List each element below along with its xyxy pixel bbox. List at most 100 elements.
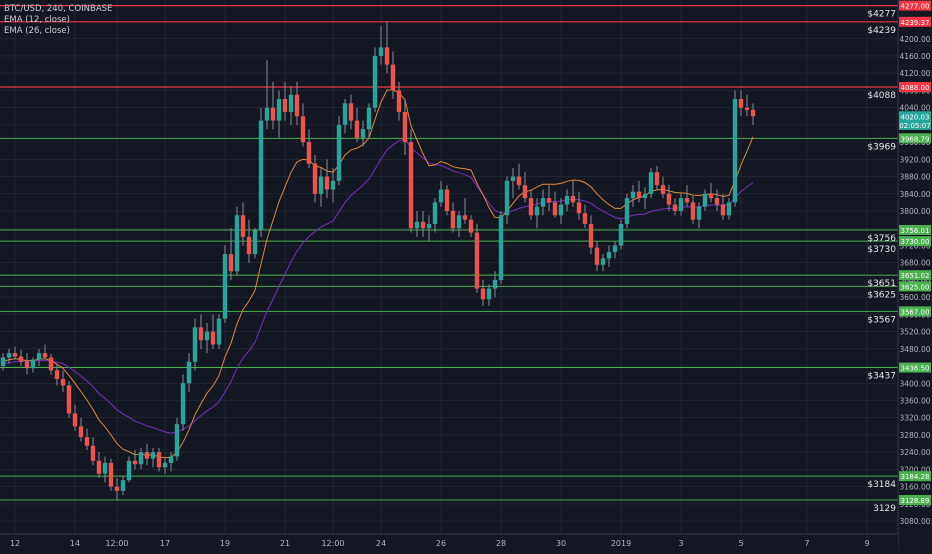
price-tick-label: 4040.00 (899, 104, 930, 113)
candle-body (174, 424, 180, 457)
candle-body (186, 361, 192, 384)
candle-down (198, 314, 204, 349)
candle-up (492, 271, 498, 298)
level-price-label: $4239 (867, 26, 896, 36)
legend-ema12[interactable]: EMA (12, close) (4, 15, 70, 25)
candle-body (126, 460, 132, 481)
candle-up (540, 189, 546, 216)
candle-up (378, 25, 384, 65)
time-tick-label: 9 (864, 539, 869, 548)
price-badge-box (899, 0, 931, 11)
candle-body (426, 223, 432, 229)
candle-body (654, 172, 660, 186)
candle-up (264, 60, 270, 130)
candle-up (642, 187, 648, 209)
price-badge-text: 3567.00 (901, 308, 930, 316)
candle-up (360, 120, 366, 147)
candle-down (420, 211, 426, 237)
price-badge-text: 3651.02 (901, 272, 930, 280)
candle-body (360, 129, 366, 138)
candle-up (276, 90, 282, 138)
price-tick-label: 4120.00 (899, 69, 930, 78)
candle-body (708, 193, 714, 199)
candle-body (630, 191, 636, 199)
candle-down (666, 185, 672, 212)
price-badge-text: 3128.89 (901, 497, 930, 505)
candle-body (150, 452, 156, 459)
candle-down (324, 159, 330, 199)
candle-body (192, 327, 198, 362)
price-badge-support: 3184.28 (899, 471, 931, 482)
candle-up (120, 475, 126, 496)
candle-up (0, 353, 6, 371)
candle-up (624, 193, 630, 229)
candle-up (558, 198, 564, 224)
price-tick-label: 3400.00 (899, 379, 930, 388)
candle-body (78, 426, 84, 438)
price-badge-box (899, 119, 931, 130)
candle-body (738, 99, 744, 108)
price-badge-text: 3436.50 (901, 365, 930, 373)
candle-body (264, 107, 270, 121)
time-axis[interactable]: 12 14 12:00 17 19 21 12:00 24 26 28 30 2019 3 5 7 9 (0, 533, 898, 550)
price-badge-support: 3567.00 (899, 306, 931, 317)
time-tick-label: 14 (70, 539, 80, 548)
price-badge-text: 3968.79 (901, 135, 930, 143)
candle-up (168, 452, 174, 472)
candle-down (588, 215, 594, 255)
candle-up (504, 176, 510, 224)
candle-down (714, 189, 720, 212)
candle-body (72, 413, 78, 427)
candle-body (282, 99, 288, 112)
candle-down (654, 165, 660, 190)
candle-body (714, 198, 720, 205)
candle-body (66, 385, 72, 414)
candle-body (552, 202, 558, 216)
candle-body (6, 353, 12, 358)
candle-up (186, 353, 192, 392)
candle-up (180, 374, 186, 431)
level-price-label: $3625 (867, 290, 896, 300)
price-tick-label: 3800.00 (899, 207, 930, 216)
candle-body (564, 195, 570, 205)
candle-down (672, 198, 678, 216)
candle-body (372, 55, 378, 108)
candle-up (342, 99, 348, 134)
candle-up (252, 228, 258, 259)
price-badge-support: 3968.79 (899, 133, 931, 144)
legend-ema26[interactable]: EMA (26, close) (4, 26, 70, 36)
candle-body (432, 202, 438, 224)
candle-up (732, 90, 738, 207)
time-tick-label: 19 (220, 539, 230, 548)
candle-body (486, 288, 492, 300)
legend-symbol[interactable]: BTC/USD, 240, COINBASE (4, 4, 113, 14)
candle-down (582, 204, 588, 229)
candle-body (108, 462, 114, 487)
candle-down (132, 450, 138, 470)
candle-body (24, 361, 30, 369)
candle-up (534, 198, 540, 229)
price-badge-support: 3625.00 (899, 281, 931, 292)
time-tick-label: 12:00 (105, 539, 128, 548)
candle-body (516, 176, 522, 186)
candle-down (480, 279, 486, 306)
price-badge-box (899, 306, 931, 317)
candle-up (318, 167, 324, 207)
price-badge-text: 3625.00 (901, 283, 930, 291)
price-badge-box (899, 236, 931, 247)
price-badge-box (899, 133, 931, 144)
candle-body (504, 180, 510, 216)
price-tick-label: 3920.00 (899, 155, 930, 164)
time-tick-label: 5 (738, 539, 743, 548)
candle-up (192, 318, 198, 371)
candle-body (510, 176, 516, 181)
price-tick-label: 3200.00 (899, 465, 930, 474)
candle-body (384, 47, 390, 65)
candle-series (0, 21, 756, 500)
candle-up (510, 167, 516, 199)
candle-body (414, 221, 420, 229)
candle-down (48, 353, 54, 375)
candle-body (690, 202, 696, 220)
